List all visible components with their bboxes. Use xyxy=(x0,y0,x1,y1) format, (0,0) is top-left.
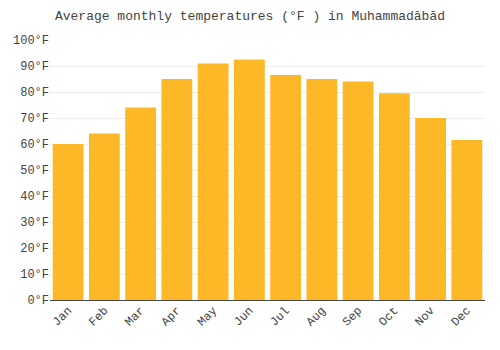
svg-text:0°F: 0°F xyxy=(27,294,49,308)
svg-text:20°F: 20°F xyxy=(20,242,49,256)
svg-text:Aug: Aug xyxy=(304,304,329,329)
svg-text:Oct: Oct xyxy=(376,304,401,329)
svg-text:Sep: Sep xyxy=(340,304,365,329)
svg-text:Average monthly temperatures (: Average monthly temperatures (°F ) in Mu… xyxy=(55,9,445,24)
svg-text:Dec: Dec xyxy=(449,304,474,329)
svg-text:Jul: Jul xyxy=(268,304,293,329)
svg-text:10°F: 10°F xyxy=(20,268,49,282)
svg-text:Feb: Feb xyxy=(86,304,111,329)
svg-text:May: May xyxy=(195,304,220,329)
svg-text:60°F: 60°F xyxy=(20,138,49,152)
svg-text:40°F: 40°F xyxy=(20,190,49,204)
svg-text:70°F: 70°F xyxy=(20,112,49,126)
svg-text:50°F: 50°F xyxy=(20,164,49,178)
svg-text:100°F: 100°F xyxy=(13,34,49,48)
svg-text:Jan: Jan xyxy=(50,304,75,329)
svg-text:30°F: 30°F xyxy=(20,216,49,230)
svg-text:Apr: Apr xyxy=(159,304,184,329)
svg-text:Mar: Mar xyxy=(123,304,148,329)
svg-text:Jun: Jun xyxy=(231,304,256,329)
svg-text:80°F: 80°F xyxy=(20,86,49,100)
svg-text:Nov: Nov xyxy=(413,304,438,329)
svg-text:90°F: 90°F xyxy=(20,60,49,74)
